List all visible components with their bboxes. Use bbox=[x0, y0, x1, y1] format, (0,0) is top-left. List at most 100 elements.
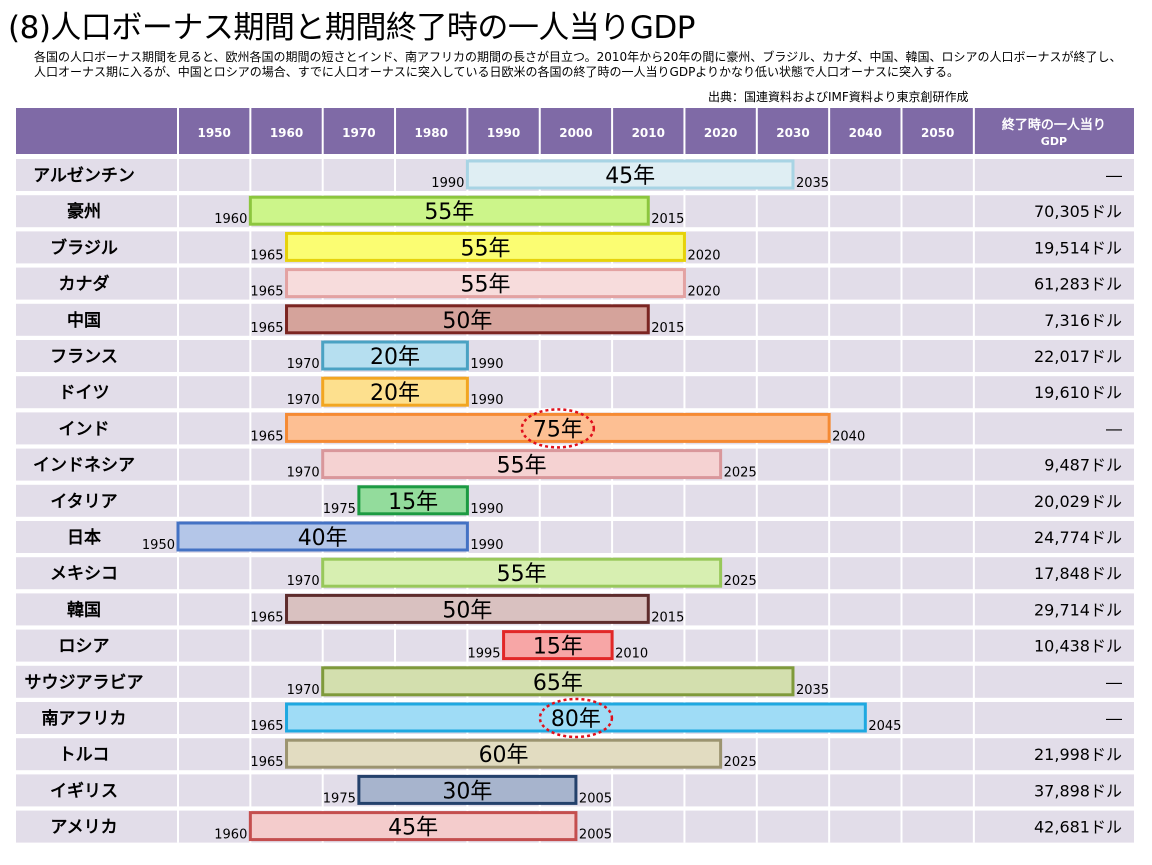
end-year-label: 2045 bbox=[868, 719, 901, 734]
x-tick-label: 1960 bbox=[270, 126, 303, 140]
country-label: イタリア bbox=[50, 492, 117, 512]
row-background bbox=[16, 340, 1134, 372]
period-bar bbox=[285, 593, 650, 624]
row-background bbox=[16, 484, 1134, 517]
gdp-value: ― bbox=[1106, 709, 1122, 728]
start-year-label: 1975 bbox=[323, 502, 356, 517]
period-bar bbox=[465, 159, 795, 190]
x-tick-label: 1990 bbox=[487, 126, 520, 140]
period-bar bbox=[357, 774, 578, 805]
start-year-label: 1970 bbox=[287, 466, 320, 481]
gdp-value: 17,848ドル bbox=[1034, 564, 1122, 583]
period-bar bbox=[285, 231, 686, 262]
start-year-label: 1965 bbox=[250, 248, 283, 263]
start-year-label: 1965 bbox=[250, 610, 283, 625]
start-year-label: 1965 bbox=[250, 321, 283, 336]
duration-label: 80年 bbox=[551, 707, 601, 732]
start-year-label: 1950 bbox=[142, 538, 175, 553]
x-tick-label: 1950 bbox=[197, 126, 230, 140]
row-background bbox=[16, 376, 1134, 409]
duration-label: 55年 bbox=[460, 236, 510, 261]
end-year-label: 2015 bbox=[651, 610, 684, 625]
gdp-value: 29,714ドル bbox=[1034, 600, 1122, 619]
end-year-label: 2040 bbox=[832, 429, 865, 444]
end-year-label: 2005 bbox=[579, 791, 612, 806]
country-label: インド bbox=[59, 419, 110, 439]
gdp-header-line1: 終了時の一人当り bbox=[1002, 117, 1106, 133]
end-year-label: 2035 bbox=[796, 176, 829, 191]
country-label: ブラジル bbox=[50, 237, 118, 258]
gdp-value: 20,029ドル bbox=[1034, 492, 1122, 511]
end-year-label: 2015 bbox=[651, 212, 684, 227]
gdp-value: 19,610ドル bbox=[1034, 383, 1122, 402]
end-year-label: 1990 bbox=[470, 393, 503, 408]
duration-label: 45年 bbox=[388, 816, 438, 841]
country-label: アメリカ bbox=[50, 818, 117, 838]
x-tick-label: 2010 bbox=[632, 126, 665, 140]
start-year-label: 1965 bbox=[250, 285, 283, 300]
end-year-label: 2035 bbox=[796, 683, 829, 698]
gdp-value: 10,438ドル bbox=[1034, 637, 1122, 656]
duration-label: 40年 bbox=[298, 526, 348, 551]
end-year-label: 2020 bbox=[687, 248, 720, 263]
header-background bbox=[16, 108, 1134, 154]
gdp-value: 61,283ドル bbox=[1034, 275, 1122, 294]
period-bar bbox=[321, 340, 469, 371]
start-year-label: 1965 bbox=[250, 755, 283, 770]
duration-label: 20年 bbox=[370, 345, 420, 370]
start-year-label: 1970 bbox=[287, 574, 320, 589]
end-year-label: 2025 bbox=[724, 466, 757, 481]
duration-label: 30年 bbox=[442, 779, 492, 804]
period-bar bbox=[285, 304, 650, 335]
description-text: 各国の人口ボーナス期間を見ると、欧州各国の期間の短さとインド、南アフリカの期間の… bbox=[34, 50, 1122, 79]
country-label: サウジアラビア bbox=[25, 673, 144, 693]
x-tick-label: 1980 bbox=[415, 126, 448, 140]
duration-label: 50年 bbox=[442, 598, 492, 623]
period-bar bbox=[502, 630, 614, 661]
start-year-label: 1965 bbox=[250, 719, 283, 734]
duration-label: 60年 bbox=[479, 743, 529, 768]
start-year-label: 1970 bbox=[287, 393, 320, 408]
country-label: 中国 bbox=[67, 310, 101, 331]
country-label: 南アフリカ bbox=[42, 708, 127, 729]
duration-label: 55年 bbox=[497, 562, 547, 587]
gdp-value: ― bbox=[1106, 673, 1122, 692]
duration-label: 55年 bbox=[424, 200, 474, 225]
period-bar bbox=[285, 412, 831, 443]
page-title: (8)人口ボーナス期間と期間終了時の一人当りGDP bbox=[8, 10, 696, 46]
start-year-label: 1960 bbox=[214, 212, 247, 227]
country-label: イギリス bbox=[50, 781, 118, 801]
period-bar bbox=[248, 811, 578, 842]
highlight-circle bbox=[538, 697, 614, 739]
end-year-label: 1990 bbox=[470, 502, 503, 517]
end-year-label: 2010 bbox=[615, 647, 648, 662]
x-tick-label: 2030 bbox=[776, 126, 809, 140]
country-label: メキシコ bbox=[50, 564, 118, 584]
start-year-label: 1990 bbox=[431, 176, 464, 191]
gdp-value: 24,774ドル bbox=[1034, 528, 1122, 547]
duration-label: 45年 bbox=[605, 164, 655, 189]
start-year-label: 1960 bbox=[214, 828, 247, 843]
x-tick-label: 2050 bbox=[921, 126, 954, 140]
period-bar bbox=[321, 449, 723, 480]
gdp-value: 19,514ドル bbox=[1034, 238, 1122, 257]
end-year-label: 2015 bbox=[651, 321, 684, 336]
gdp-value: ― bbox=[1106, 419, 1122, 438]
period-bar bbox=[321, 557, 723, 588]
country-label: フランス bbox=[50, 347, 118, 367]
period-bar bbox=[321, 666, 795, 697]
period-bar bbox=[321, 376, 469, 407]
country-label: ドイツ bbox=[59, 383, 110, 403]
country-label: ロシア bbox=[59, 637, 110, 657]
start-year-label: 1970 bbox=[287, 357, 320, 372]
gdp-header-line2: GDP bbox=[1041, 135, 1067, 148]
gdp-value: 7,316ドル bbox=[1044, 311, 1122, 330]
start-year-label: 1975 bbox=[323, 791, 356, 806]
duration-label: 15年 bbox=[388, 490, 438, 515]
start-year-label: 1970 bbox=[287, 683, 320, 698]
source-note: 出典：国連資料およびIMF資料より東京創研作成 bbox=[708, 90, 969, 104]
duration-label: 65年 bbox=[533, 671, 583, 696]
duration-label: 55年 bbox=[460, 273, 510, 298]
country-label: カナダ bbox=[59, 274, 110, 295]
